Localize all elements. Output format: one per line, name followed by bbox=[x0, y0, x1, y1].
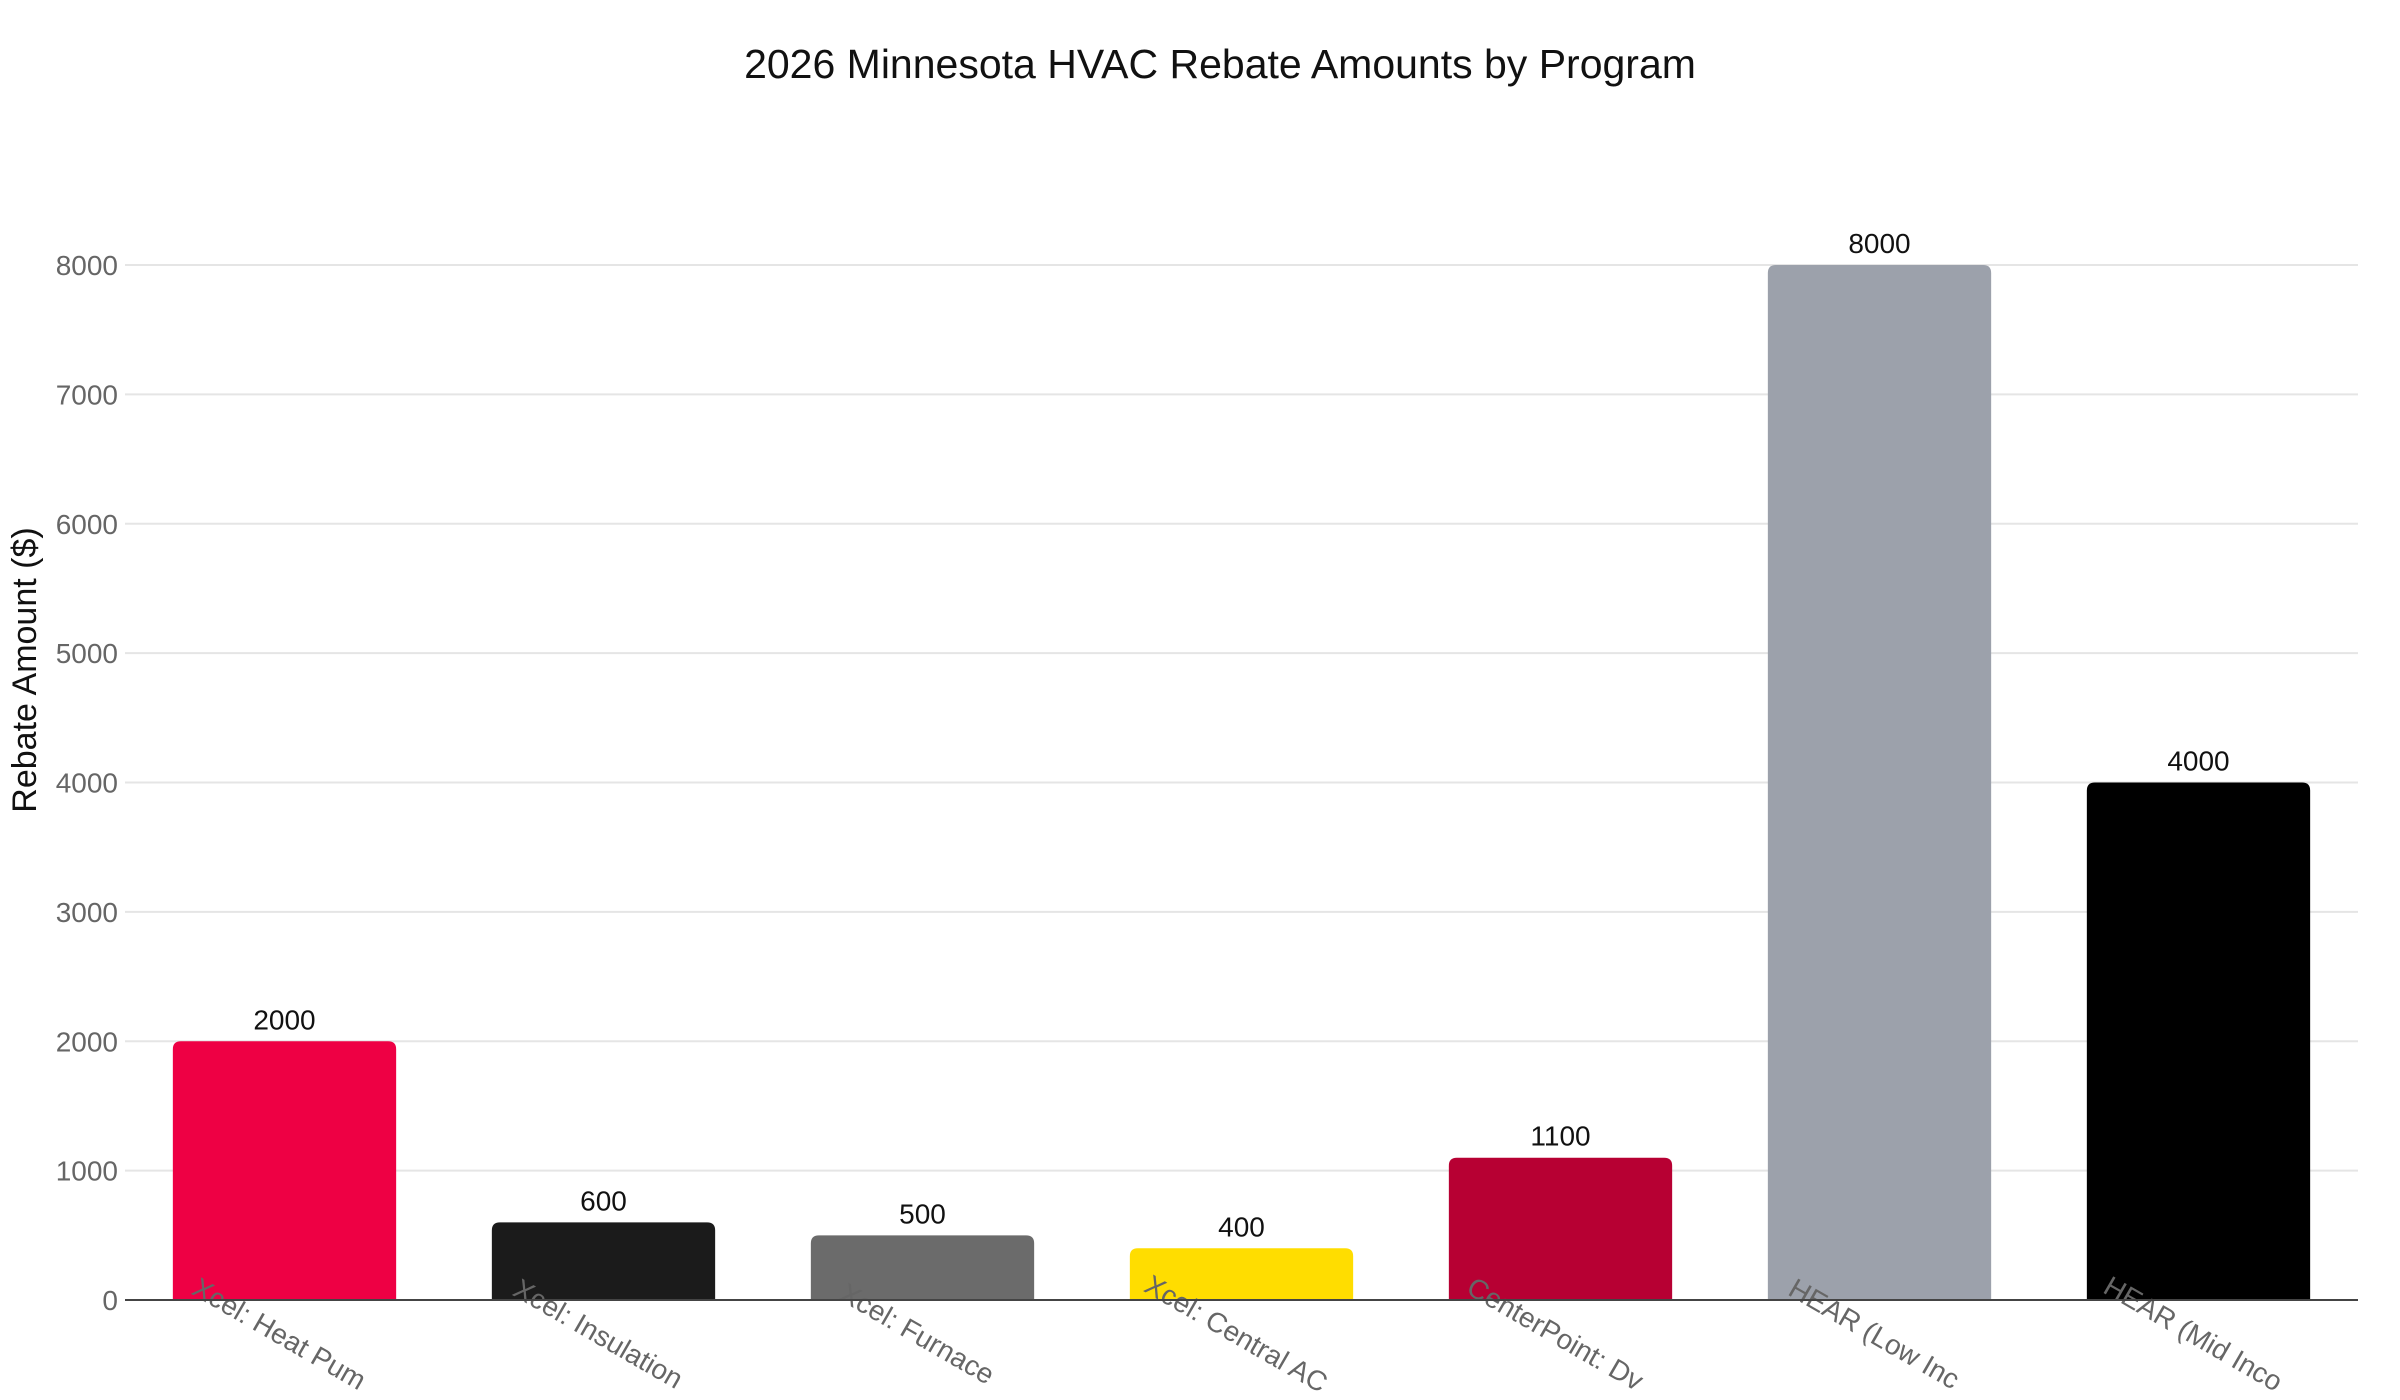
bar-7 bbox=[2086, 782, 2311, 1300]
y-tick-label-7000: 7000 bbox=[56, 379, 118, 410]
data-label-5: 1100 bbox=[1530, 1121, 1590, 1152]
bar-1 bbox=[172, 1041, 397, 1300]
chart-title: 2026 Minnesota HVAC Rebate Amounts by Pr… bbox=[744, 41, 1696, 87]
data-label-1: 2000 bbox=[253, 1004, 315, 1035]
bar-4 bbox=[1129, 1248, 1354, 1300]
data-labels: 2000 600 500 400 1100 8000 4000 bbox=[253, 228, 2229, 1242]
bars bbox=[172, 265, 2311, 1300]
y-tick-label-6000: 6000 bbox=[56, 509, 118, 540]
data-label-2: 600 bbox=[580, 1185, 627, 1216]
data-label-6: 8000 bbox=[1848, 228, 1910, 259]
y-tick-label-8000: 8000 bbox=[56, 250, 118, 281]
data-label-3: 500 bbox=[899, 1198, 946, 1229]
data-label-4: 400 bbox=[1218, 1211, 1265, 1242]
bar-2 bbox=[491, 1222, 716, 1300]
y-ticks: 0 1000 2000 3000 4000 5000 6000 7000 8000 bbox=[56, 250, 118, 1316]
y-tick-label-1000: 1000 bbox=[56, 1156, 118, 1187]
data-label-7: 4000 bbox=[2167, 746, 2229, 777]
y-tick-label-0: 0 bbox=[102, 1285, 118, 1316]
gridlines bbox=[125, 264, 2358, 1172]
bar-3 bbox=[810, 1235, 1035, 1300]
y-tick-label-5000: 5000 bbox=[56, 638, 118, 669]
bar-5 bbox=[1448, 1157, 1673, 1300]
y-axis-title: Rebate Amount ($) bbox=[6, 527, 44, 812]
y-tick-label-3000: 3000 bbox=[56, 897, 118, 928]
y-tick-label-4000: 4000 bbox=[56, 768, 118, 799]
y-tick-label-2000: 2000 bbox=[56, 1026, 118, 1057]
bar-6 bbox=[1767, 265, 1992, 1300]
